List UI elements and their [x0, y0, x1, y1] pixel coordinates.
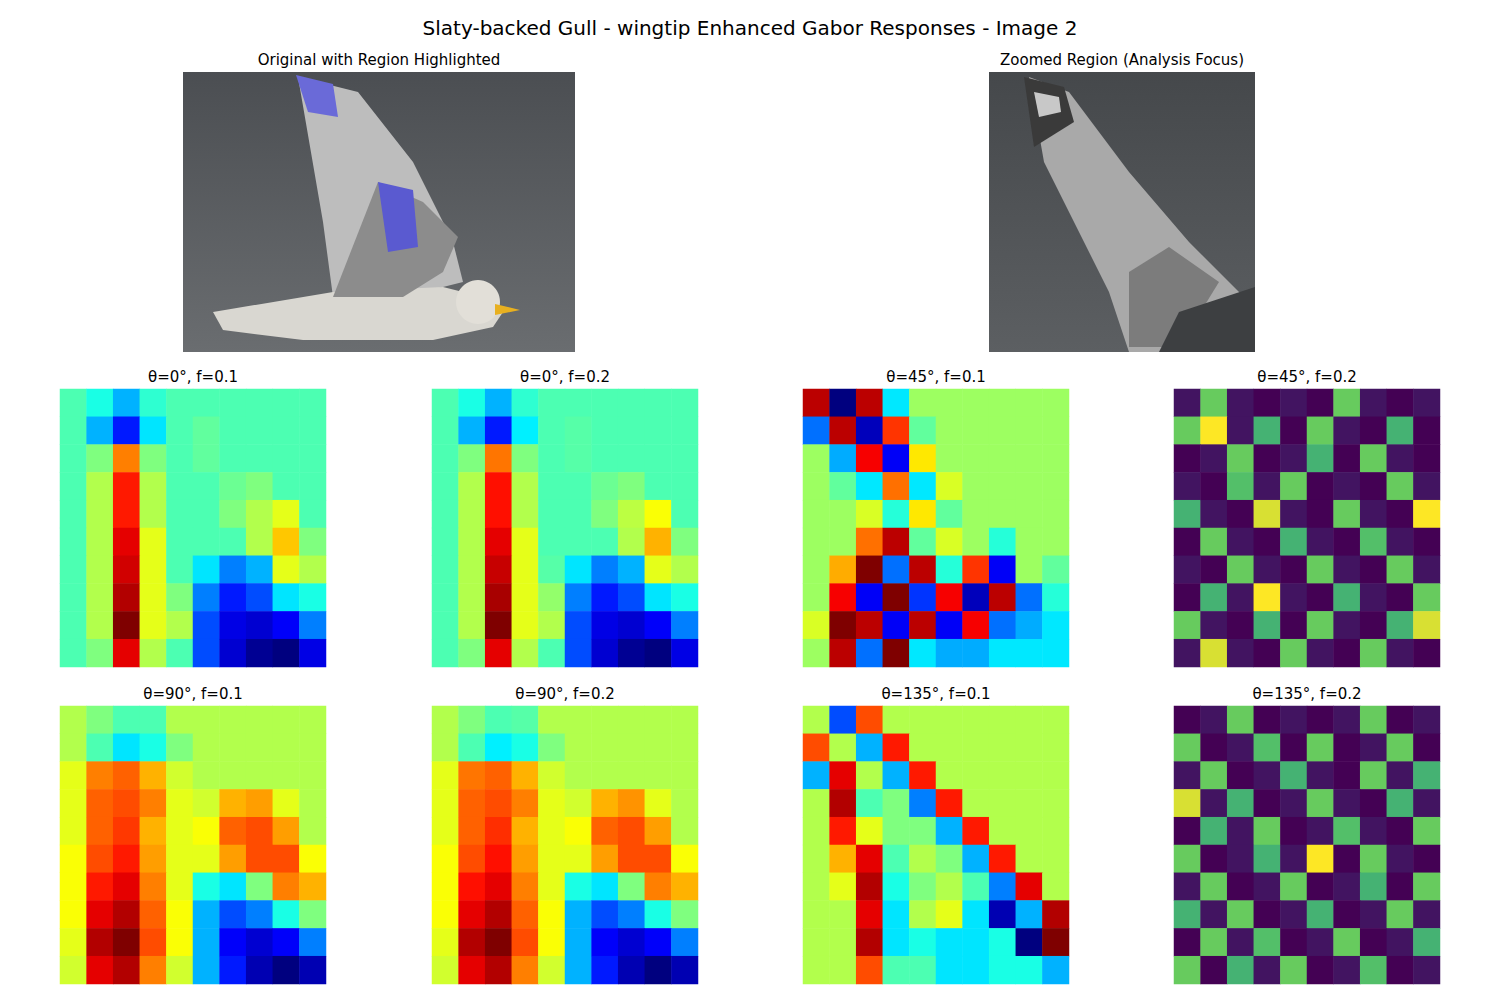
svg-text:θ=0°, f=0.1: θ=0°, f=0.1 — [148, 368, 238, 386]
svg-text:θ=135°, f=0.1: θ=135°, f=0.1 — [881, 685, 990, 703]
svg-text:θ=90°, f=0.1: θ=90°, f=0.1 — [143, 685, 243, 703]
svg-text:θ=90°, f=0.2: θ=90°, f=0.2 — [515, 685, 615, 703]
svg-text:Zoomed Region (Analysis Focus): Zoomed Region (Analysis Focus) — [1000, 51, 1244, 69]
svg-text:θ=45°, f=0.2: θ=45°, f=0.2 — [1257, 368, 1357, 386]
svg-text:Slaty-backed Gull - wingtip En: Slaty-backed Gull - wingtip Enhanced Gab… — [423, 16, 1078, 40]
svg-text:Original with Region Highlight: Original with Region Highlighted — [258, 51, 501, 69]
svg-text:θ=135°, f=0.2: θ=135°, f=0.2 — [1252, 685, 1361, 703]
svg-text:θ=0°, f=0.2: θ=0°, f=0.2 — [520, 368, 610, 386]
svg-text:θ=45°, f=0.1: θ=45°, f=0.1 — [886, 368, 986, 386]
